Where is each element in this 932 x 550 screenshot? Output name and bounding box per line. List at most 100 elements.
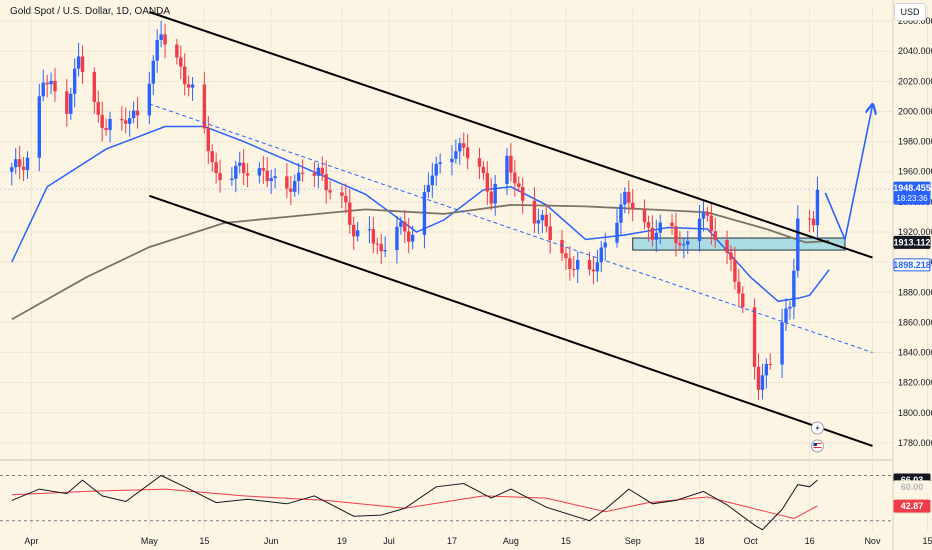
candle-body: [257, 168, 262, 176]
y-tick-label: 2060.000: [898, 16, 932, 26]
candle-body: [328, 190, 332, 193]
candle-body: [686, 241, 690, 245]
candle: [324, 160, 328, 204]
rsi-lines: [11, 474, 818, 531]
candle: [811, 211, 816, 233]
candle: [815, 176, 820, 238]
candle-body: [513, 172, 517, 184]
projection-arrow: [824, 105, 872, 243]
candle: [352, 216, 356, 250]
channel-lower-line: [148, 194, 873, 447]
candle-body: [80, 56, 85, 73]
candle: [784, 298, 788, 332]
support-zone: [632, 237, 846, 251]
candle: [104, 118, 108, 136]
candle: [375, 237, 379, 255]
candle: [713, 217, 717, 248]
candle: [807, 209, 812, 233]
candle: [709, 204, 714, 245]
candle: [127, 110, 132, 137]
candle: [17, 145, 22, 180]
candle: [741, 286, 745, 314]
candle: [536, 208, 541, 234]
candle-body: [37, 96, 41, 158]
candle: [179, 45, 183, 79]
price-tag-box: [893, 480, 931, 494]
price-tag: 60.00: [893, 480, 931, 494]
candle-body: [355, 230, 360, 237]
candle: [293, 174, 297, 197]
candle-body: [127, 118, 132, 124]
x-tick-label: 18: [695, 536, 705, 546]
flag-stripe: [813, 449, 822, 450]
candle-body: [764, 363, 769, 376]
candle: [532, 187, 537, 234]
candle-body: [348, 202, 352, 225]
candle: [261, 155, 266, 185]
rsi-pane: [0, 474, 893, 531]
x-tick-label: Sep: [625, 536, 641, 546]
candle: [682, 238, 686, 259]
candle: [328, 180, 332, 200]
candle: [135, 97, 140, 129]
candle: [124, 107, 128, 134]
candle-body: [709, 215, 714, 232]
candle-body: [756, 366, 761, 390]
candle: [540, 209, 545, 234]
candle-body: [768, 363, 772, 365]
candle: [234, 160, 238, 193]
y-tick-label: 2040.000: [898, 46, 932, 56]
candle: [289, 176, 293, 205]
currency-selector[interactable]: USD: [894, 3, 926, 21]
candle-body: [654, 232, 659, 240]
candle-body: [316, 167, 321, 176]
candle-body: [438, 162, 442, 164]
candle: [481, 161, 486, 181]
candle-body: [481, 166, 486, 174]
price-tag-box: [893, 499, 931, 513]
candle-body: [760, 375, 765, 390]
candle: [131, 101, 136, 124]
candle-body: [642, 209, 647, 223]
candle-body: [300, 172, 305, 174]
candle: [619, 193, 623, 237]
candle: [210, 144, 214, 172]
candle: [701, 201, 706, 232]
candle: [25, 151, 30, 179]
candle-body: [234, 165, 238, 179]
channel-mid-line: [149, 103, 873, 353]
candle: [53, 67, 57, 102]
candle: [654, 219, 659, 253]
candle: [163, 23, 167, 59]
candle: [434, 156, 438, 186]
candle: [705, 206, 710, 222]
candle-body: [733, 259, 737, 282]
candle-body: [780, 322, 784, 365]
candle-body: [163, 34, 167, 45]
candle-body: [41, 82, 45, 97]
candle: [477, 147, 482, 180]
x-tick-label: Jun: [264, 536, 279, 546]
candle: [465, 134, 470, 170]
y-tick-label: 2000.000: [898, 106, 932, 116]
candle-body: [76, 56, 81, 69]
candle-body: [462, 143, 466, 148]
candle-body: [285, 176, 289, 189]
candle-body: [135, 110, 140, 116]
candle-body: [241, 162, 246, 174]
candle-body: [599, 247, 603, 263]
candle-body: [627, 191, 631, 203]
price-tag-text: 1948.455: [893, 183, 931, 193]
support-zone-layer: [632, 237, 846, 251]
candle: [265, 157, 269, 188]
candle-body: [159, 34, 163, 40]
candle: [312, 161, 317, 187]
candle: [159, 20, 163, 47]
candle-body: [595, 262, 600, 272]
candle-body: [371, 229, 376, 244]
y-tick-label: 1920.000: [898, 227, 932, 237]
candle-body: [324, 174, 328, 191]
candle-body: [399, 221, 403, 227]
